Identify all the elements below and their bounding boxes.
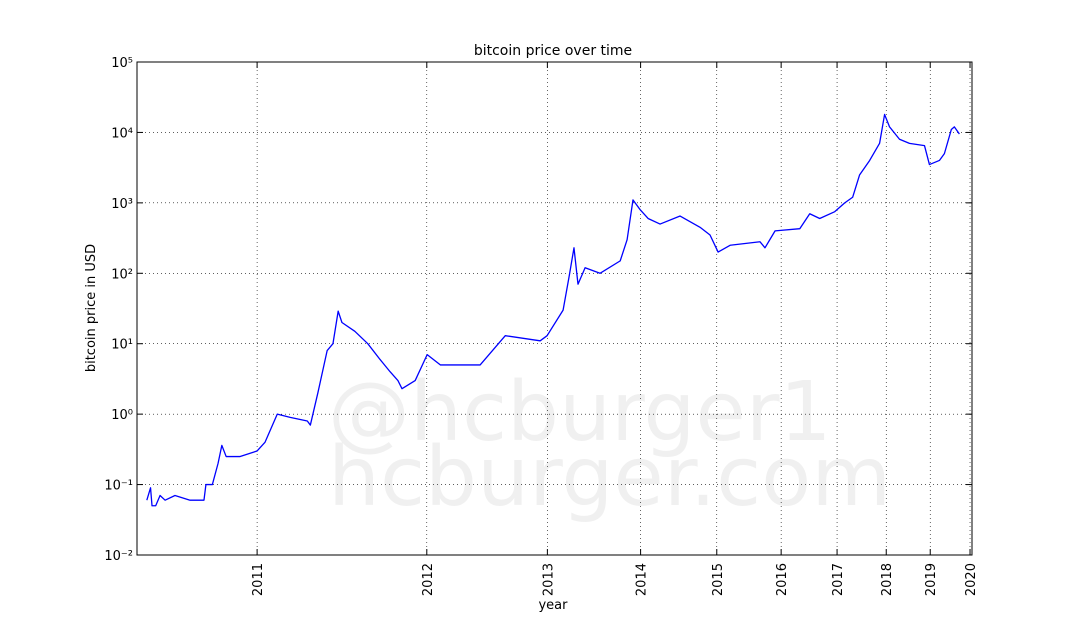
plot-frame (136, 61, 973, 556)
x-tick-label: 2011 (251, 563, 266, 596)
chart-title: bitcoin price over time (474, 43, 632, 59)
y-tick-label: 10⁻² (104, 549, 133, 564)
x-tick-label: 2018 (880, 563, 895, 596)
x-tick-label: 2020 (964, 563, 979, 596)
x-tick-label: 2016 (775, 563, 790, 596)
x-tick-label: 2013 (541, 563, 556, 596)
price-line (146, 113, 960, 507)
y-tick-label: 10¹ (111, 338, 133, 353)
y-tick-label: 10³ (111, 197, 133, 212)
y-tick-label: 10⁴ (111, 126, 133, 141)
y-tick-label: 10⁵ (111, 56, 133, 71)
x-tick-label: 2019 (924, 563, 939, 596)
x-tick-label: 2017 (831, 563, 846, 596)
x-tick-label: 2014 (635, 563, 650, 596)
x-axis-label: year (538, 598, 568, 613)
y-axis-label: bitcoin price in USD (84, 244, 99, 372)
watermark: hcburger.com (328, 430, 891, 525)
watermark: @hcburger1 (328, 365, 832, 460)
y-tick-label: 10⁰ (111, 408, 133, 423)
x-tick-label: 2015 (711, 563, 726, 596)
y-tick-label: 10⁻¹ (104, 479, 133, 494)
x-tick-label: 2012 (421, 563, 436, 596)
y-tick-label: 10² (111, 267, 133, 282)
